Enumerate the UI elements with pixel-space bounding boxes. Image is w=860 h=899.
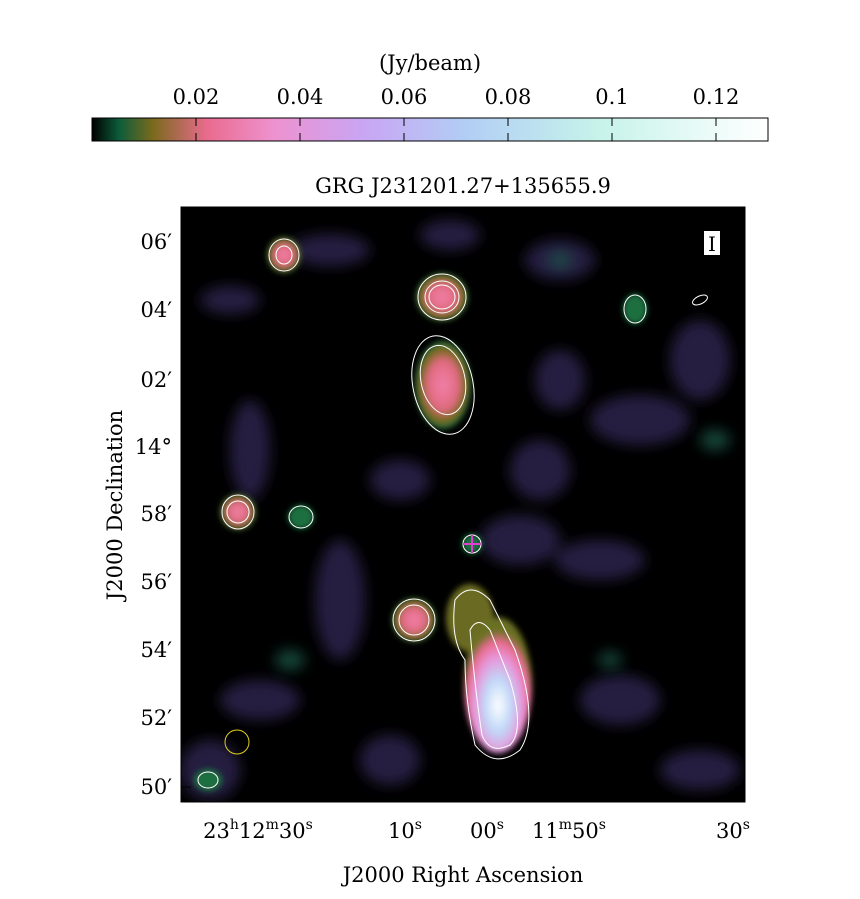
stokes-label: I	[708, 232, 716, 256]
x-tick-label: 10s	[388, 817, 422, 843]
colorbar-tick-label: 0.12	[693, 85, 740, 109]
digits: 50	[572, 819, 599, 843]
unit: s	[497, 817, 504, 833]
x-tick-label: 30s	[716, 817, 750, 843]
y-tick-label: 04′	[141, 298, 173, 322]
x-axis-label: J2000 Right Ascension	[341, 863, 583, 887]
unit: s	[415, 817, 422, 833]
x-tick-label: 00s	[470, 817, 504, 843]
colorbar-tick-label: 0.08	[485, 85, 532, 109]
digits: 11	[532, 819, 559, 843]
colorbar-tick-label: 0.1	[595, 85, 628, 109]
radio-image: I	[181, 207, 745, 802]
plot-title: GRG J231201.27+135655.9	[315, 174, 611, 198]
y-tick-label: 54′	[141, 638, 173, 662]
unit: h	[230, 817, 239, 833]
colorbar-tick-label: 0.02	[173, 85, 220, 109]
stokes-box	[704, 231, 720, 255]
digits: 30	[279, 819, 306, 843]
digits: 23	[203, 819, 230, 843]
unit: s	[306, 817, 313, 833]
digits: 00	[470, 819, 497, 843]
digits: 30	[716, 819, 743, 843]
digits: 10	[388, 819, 415, 843]
y-tick-label: 52′	[141, 706, 173, 730]
unit: m	[559, 817, 572, 833]
y-tick-label: 56′	[141, 570, 173, 594]
colorbar-tick-label: 0.06	[381, 85, 428, 109]
y-tick-label: 02′	[141, 368, 173, 392]
colorbar-label: (Jy/beam)	[379, 51, 481, 75]
ticks	[181, 207, 745, 802]
unit: s	[743, 817, 750, 833]
contours	[197, 238, 708, 789]
colorbar	[91, 117, 769, 142]
beam	[224, 729, 250, 755]
colorbar-ramp	[91, 117, 769, 142]
y-tick-label: 58′	[141, 502, 173, 526]
digits: 12	[239, 819, 266, 843]
host-marker	[463, 535, 481, 553]
y-tick-label: 50′	[141, 775, 173, 799]
x-tick-label: 11m50s	[532, 817, 606, 843]
x-tick-label: 23h12m30s	[203, 817, 313, 843]
unit: m	[266, 817, 279, 833]
plot-frame	[180, 206, 746, 803]
unit: s	[599, 817, 606, 833]
y-tick-label: 14°	[135, 435, 172, 459]
y-axis-label: J2000 Declination	[103, 410, 127, 602]
y-tick-label: 06′	[141, 230, 173, 254]
colorbar-tick-label: 0.04	[277, 85, 324, 109]
